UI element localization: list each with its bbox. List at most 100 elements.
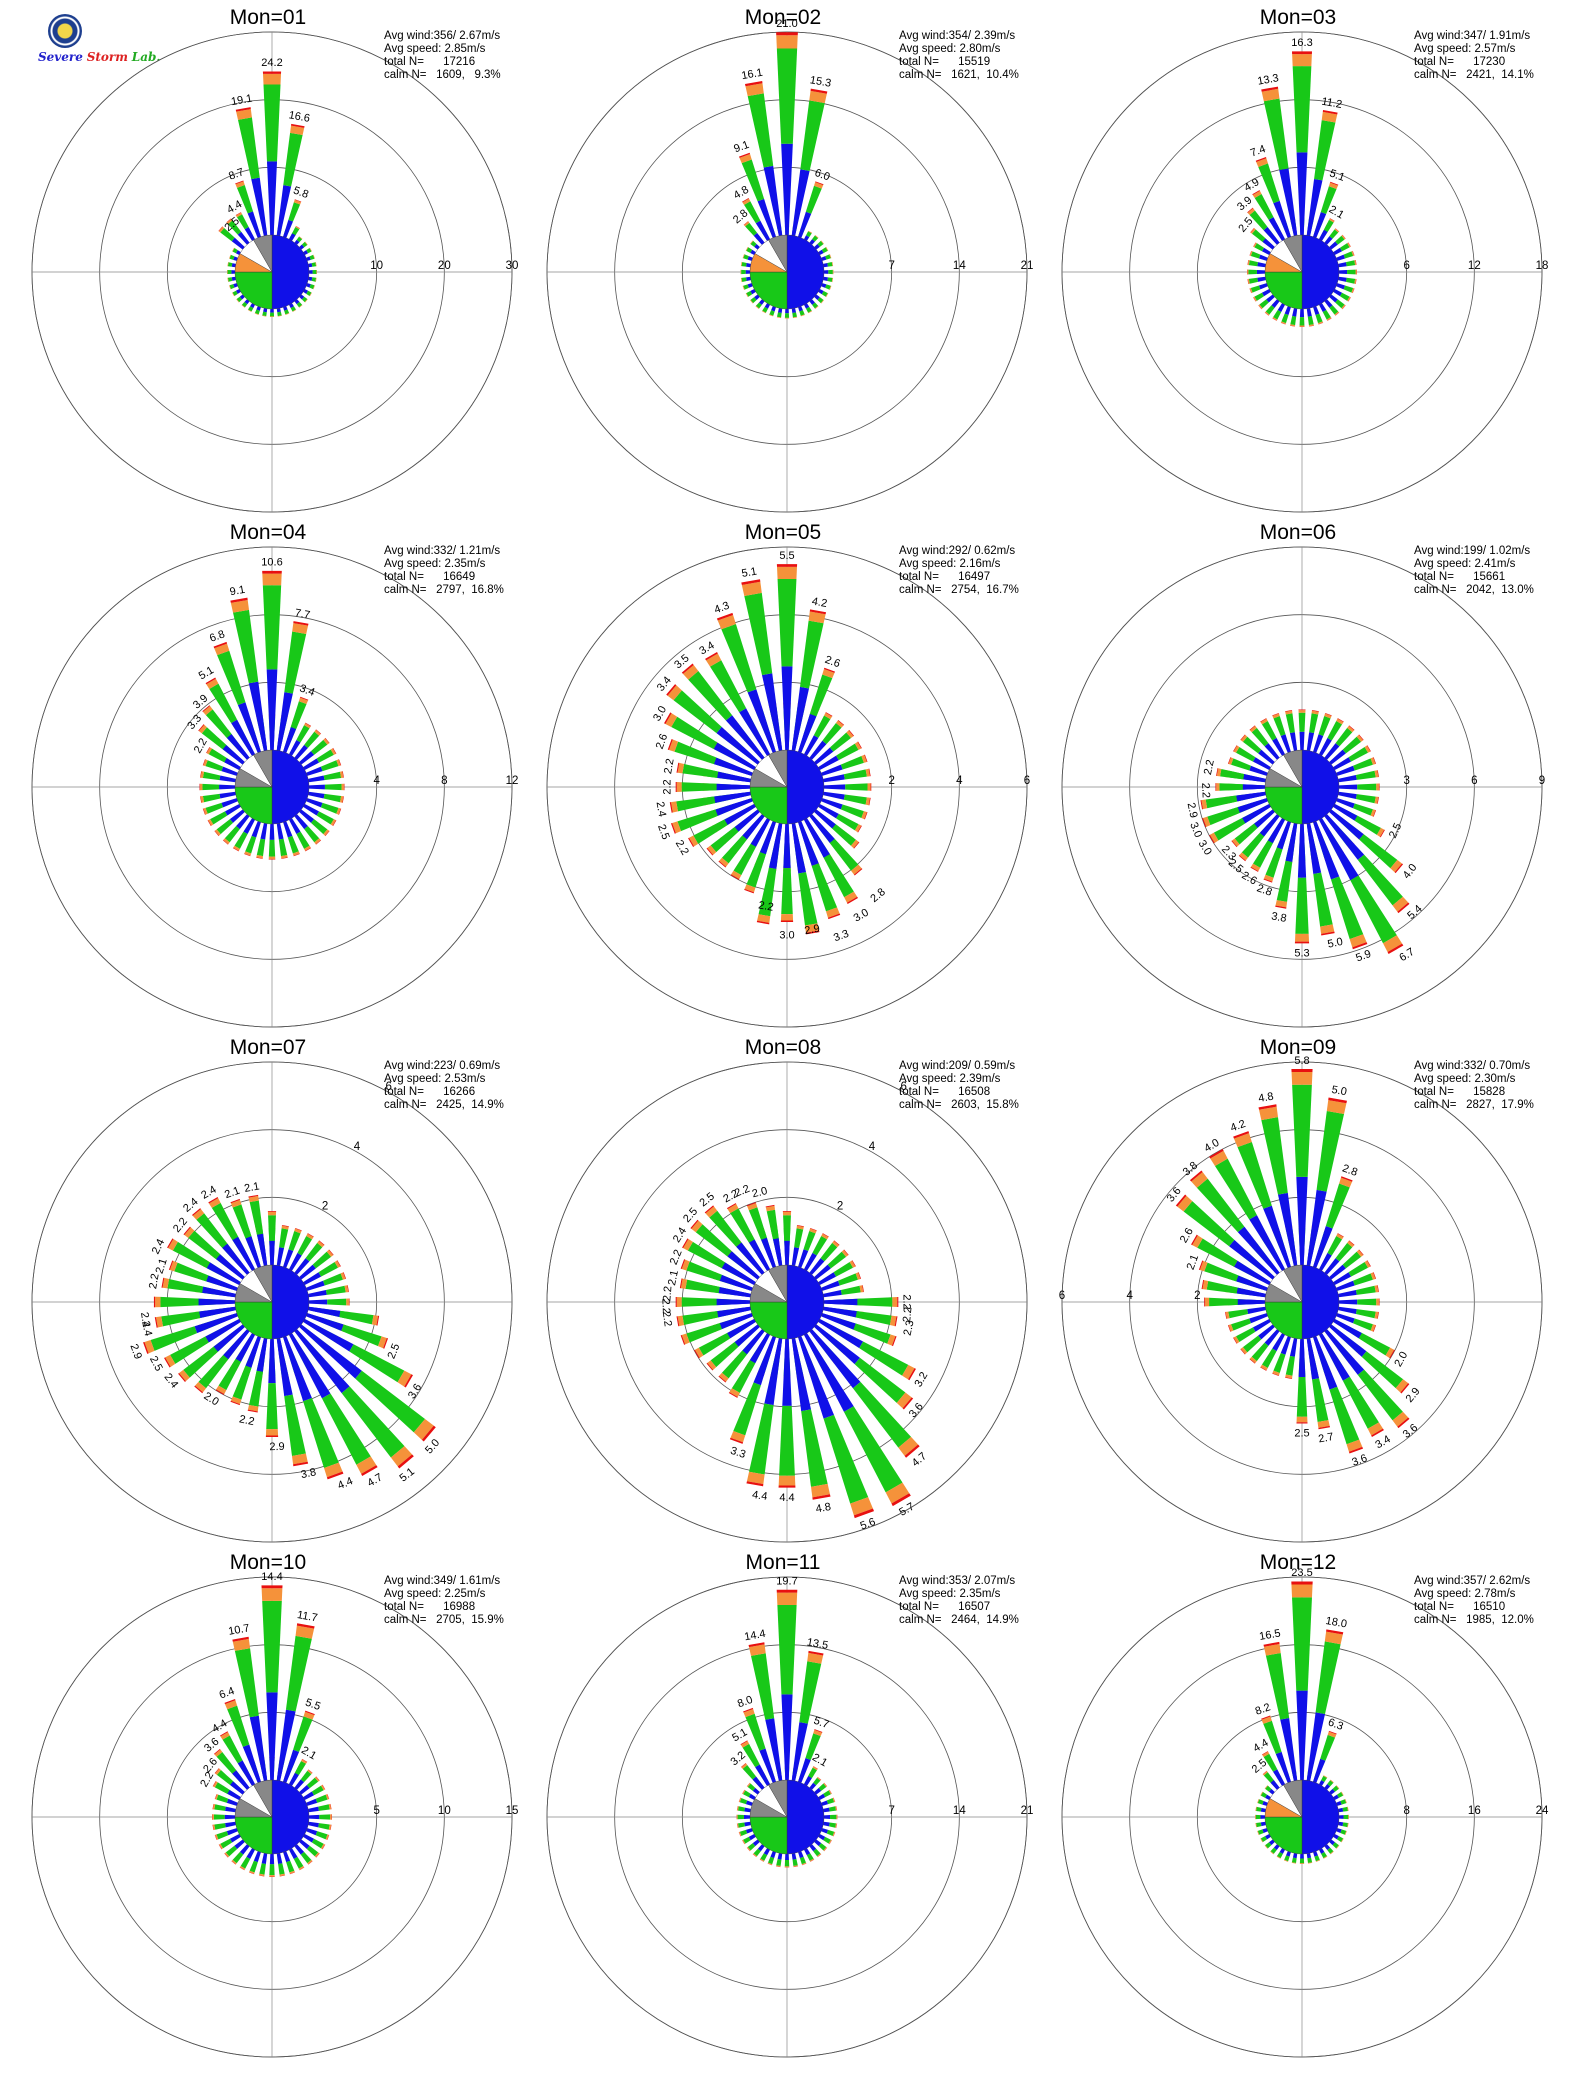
rose-bar-segment <box>817 1854 822 1858</box>
rose-bar-segment <box>1262 1751 1269 1755</box>
rose-bar <box>1324 814 1410 914</box>
rose-bar-segment <box>710 827 739 853</box>
rose-bar-segment <box>791 169 810 236</box>
rose-bar-segment <box>1263 1641 1280 1647</box>
rose-bar-segment <box>1262 1828 1268 1833</box>
rose-bar-segment <box>1261 1715 1271 1720</box>
rose-bar <box>676 1306 751 1327</box>
rose-bar-segment <box>251 821 261 838</box>
rose-bar <box>213 1748 250 1790</box>
panel-title: Mon=03 <box>1259 6 1337 29</box>
rose-bar-segment <box>212 1803 214 1810</box>
rose-bar <box>276 123 305 236</box>
rose-bar <box>1270 1844 1280 1855</box>
rose-bar-segment <box>1280 1336 1291 1355</box>
rose-bar <box>705 652 770 756</box>
rose-bar <box>194 1329 250 1394</box>
rose-bar-segment <box>809 1782 817 1790</box>
rose-bar-segment <box>823 1815 831 1819</box>
rose-bar-segment <box>755 302 762 309</box>
rose-bar-segment <box>815 181 824 186</box>
rose-bar-segment <box>276 1709 296 1781</box>
rose-bar-segment <box>677 1315 685 1327</box>
rose-bar-segment <box>1325 712 1332 716</box>
rose-bars <box>675 1202 920 1519</box>
rose-bar <box>1306 1853 1313 1864</box>
rose-bar-segment <box>686 1323 722 1343</box>
rose-bar <box>218 226 245 250</box>
rose-bar-segment <box>792 1859 798 1867</box>
stat-line: total N= 15828 <box>1414 1086 1506 1098</box>
rose-bar-segment <box>758 867 777 917</box>
rose-bar-segment <box>745 83 764 97</box>
rose-bar <box>798 181 824 238</box>
rose-bar <box>823 1805 838 1813</box>
rose-bar-segment <box>1213 818 1246 841</box>
rose-bar-segment <box>737 1806 745 1812</box>
rose-bar-segment <box>1340 243 1350 252</box>
rose-bar-segment <box>290 701 307 729</box>
rose-bar-segment <box>237 231 250 245</box>
rose-bar-segment <box>305 1242 323 1262</box>
rose-bar-segment <box>759 821 776 855</box>
rose-bar-segment <box>295 225 300 229</box>
rose-bar-segment <box>1273 1769 1285 1786</box>
rose-bar-segment <box>689 835 699 847</box>
rose-bar <box>776 32 798 236</box>
rose-bar-segment <box>316 269 317 275</box>
rose-bar <box>161 1277 236 1298</box>
rose-bar-segment <box>859 1341 909 1376</box>
rose-bar-segment <box>404 1374 413 1388</box>
calm-pie <box>234 1264 310 1340</box>
calm-pie <box>749 1264 825 1340</box>
ring-label: 21 <box>1021 1805 1034 1817</box>
rose-bar <box>809 1329 920 1458</box>
rose-bar-segment <box>1329 229 1339 239</box>
rose-bar-segment <box>746 852 766 888</box>
rose-bar-segment <box>1373 810 1377 817</box>
rose-bar-segment <box>761 310 766 314</box>
rose-bar-segment <box>205 760 224 772</box>
rose-bar-segment <box>1357 1298 1377 1306</box>
rose-bar-segment <box>823 276 829 282</box>
rose-bar-segment <box>719 1313 753 1330</box>
calm-wedge <box>1283 1779 1303 1818</box>
wind-rose-svg: 2462.22.22.33.23.64.75.75.64.84.44.43.32… <box>546 1061 1028 1543</box>
rose-bar-segment <box>1272 318 1277 321</box>
rose-bar-segment <box>361 1465 378 1477</box>
bar-value-label: 2.5 <box>1387 821 1404 840</box>
rose-bar-segment <box>818 1793 826 1800</box>
rose-bar-segment <box>153 1296 156 1308</box>
bar-value-label: 2.7 <box>1317 1431 1334 1445</box>
rose-bar-segment <box>236 185 254 214</box>
rose-bar-segment <box>1319 818 1359 881</box>
rose-bar-segment <box>1279 168 1298 236</box>
rose-bar-segment <box>1338 784 1358 790</box>
rose-bar-segment <box>721 835 747 864</box>
rose-bar-segment <box>290 306 296 312</box>
rose-bar-segment <box>1357 1369 1403 1421</box>
rose-bar <box>202 798 238 815</box>
rose-bar-segment <box>1334 228 1340 233</box>
rose-bar-segment <box>234 1839 245 1850</box>
rose-bar-segment <box>747 1847 751 1852</box>
rose-bar-segment <box>1233 1337 1238 1344</box>
rose-bar-segment <box>840 756 864 770</box>
rose-bar-segment <box>342 796 344 803</box>
rose-bar-segment <box>1338 791 1357 800</box>
rose-bar <box>1280 306 1291 325</box>
rose-bar-segment <box>694 1349 700 1359</box>
rose-bar-segment <box>746 1481 764 1487</box>
rose-bar-segment <box>202 771 221 781</box>
wind-rose-panel: 10 20 30 24.2 16.6 5.8 8.7 19.1 4.4 2.5 Mon=01 Avg … <box>12 6 524 522</box>
bar-value-label: 3.4 <box>1373 1433 1392 1451</box>
calm-wedge <box>253 749 273 788</box>
rose-bar-segment <box>240 1856 251 1869</box>
rose-bar-segment <box>292 226 300 236</box>
rose-bar-segment <box>230 1199 242 1208</box>
rose-bar <box>306 254 315 261</box>
rose-bar-segment <box>383 1337 389 1349</box>
rose-bar <box>718 814 765 868</box>
rose-bar <box>1313 181 1339 238</box>
rose-bar-segment <box>1202 1280 1209 1290</box>
